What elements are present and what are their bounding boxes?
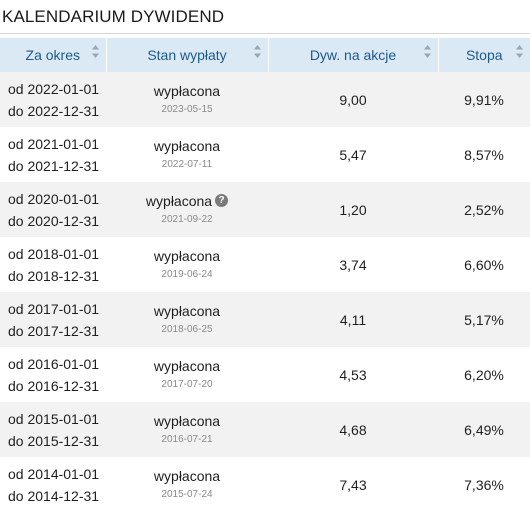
dividend-yield: 8,57% [438,127,530,182]
period-cell: od 2015-01-01 do 2015-12-31 [0,402,106,457]
column-header-status[interactable]: Stan wypłaty [106,38,269,72]
period-cell: od 2014-01-01 do 2014-12-31 [0,457,106,512]
table-row: od 2017-01-01 do 2017-12-31 wypłacona 2018… [0,292,530,347]
period-cell: od 2016-01-01 do 2016-12-31 [0,347,106,402]
payout-date: 2018-06-25 [161,324,213,335]
sort-icon[interactable] [423,43,432,61]
payout-status: wypłacona [153,83,221,99]
table-row: od 2020-01-01 do 2020-12-31 wypłacona? 202… [0,182,530,237]
dividend-per-share: 5,47 [268,127,438,182]
payout-date: 2016-07-21 [161,434,213,445]
period-to: do 2016-12-31 [8,377,100,394]
period-from: od 2020-01-01 [8,190,100,207]
payout-status: wypłacona [153,413,221,429]
payout-date: 2023-05-15 [161,104,213,115]
status-cell: wypłacona? 2021-09-22 [106,182,268,237]
column-header-label: Stan wypłaty [147,47,227,63]
payout-date: 2021-09-22 [161,214,213,225]
column-header-rate[interactable]: Stopa [438,38,530,72]
column-header-label: Za okres [25,47,80,63]
period-to: do 2021-12-31 [8,157,100,174]
period-from: od 2018-01-01 [8,245,100,262]
payout-status: wypłacona [153,248,221,264]
payout-date: 2022-07-11 [161,159,213,170]
dividend-per-share: 4,53 [268,347,438,402]
period-to: do 2020-12-31 [8,212,100,229]
status-cell: wypłacona 2016-07-21 [106,402,268,457]
payout-status: wypłacona [145,193,213,209]
title-divider [0,33,530,34]
table-header-row: Za okres Stan wypłaty Dyw. na akcje [0,38,530,72]
table-row: od 2015-01-01 do 2015-12-31 wypłacona 2016… [0,402,530,457]
period-from: od 2022-01-01 [8,80,100,97]
column-header-label: Dyw. na akcje [309,47,397,63]
dividend-per-share: 4,11 [268,292,438,347]
sort-icon[interactable] [515,43,524,61]
period-cell: od 2020-01-01 do 2020-12-31 [0,182,106,237]
status-cell: wypłacona 2018-06-25 [106,292,268,347]
table-row: od 2014-01-01 do 2014-12-31 wypłacona 2015… [0,457,530,512]
status-cell: wypłacona 2022-07-11 [106,127,268,182]
status-cell: wypłacona 2023-05-15 [106,72,268,127]
sort-icon[interactable] [253,43,262,61]
dividend-yield: 6,60% [438,237,530,292]
period-from: od 2014-01-01 [8,465,100,482]
period-to: do 2015-12-31 [8,432,100,449]
period-cell: od 2018-01-01 do 2018-12-31 [0,237,106,292]
payout-status: wypłacona [153,468,221,484]
dividend-table: Za okres Stan wypłaty Dyw. na akcje [0,38,530,512]
dividend-per-share: 3,74 [268,237,438,292]
question-circle-icon[interactable]: ? [215,194,229,207]
dividend-per-share: 7,43 [268,457,438,512]
payout-status: wypłacona [153,358,221,374]
period-to: do 2018-12-31 [8,267,100,284]
period-cell: od 2021-01-01 do 2021-12-31 [0,127,106,182]
dividend-yield: 6,20% [438,347,530,402]
period-to: do 2014-12-31 [8,487,100,504]
period-to: do 2017-12-31 [8,322,100,339]
payout-status: wypłacona [153,303,221,319]
period-from: od 2021-01-01 [8,135,100,152]
dividend-yield: 2,52% [438,182,530,237]
dividend-yield: 6,49% [438,402,530,457]
payout-date: 2017-07-20 [161,379,213,390]
status-cell: wypłacona 2015-07-24 [106,457,268,512]
payout-date: 2015-07-24 [161,489,213,500]
period-cell: od 2017-01-01 do 2017-12-31 [0,292,106,347]
dividend-yield: 7,36% [438,457,530,512]
dividend-per-share: 9,00 [268,72,438,127]
period-to: do 2022-12-31 [8,102,100,119]
column-header-dividend[interactable]: Dyw. na akcje [268,38,439,72]
period-from: od 2016-01-01 [8,355,100,372]
period-cell: od 2022-01-01 do 2022-12-31 [0,72,106,127]
sort-icon[interactable] [91,43,100,61]
table-row: od 2021-01-01 do 2021-12-31 wypłacona 2022… [0,127,530,182]
dividend-yield: 9,91% [438,72,530,127]
table-row: od 2022-01-01 do 2022-12-31 wypłacona 2023… [0,72,530,127]
status-cell: wypłacona 2017-07-20 [106,347,268,402]
column-header-period[interactable]: Za okres [0,38,107,72]
period-from: od 2017-01-01 [8,300,100,317]
dividend-yield: 5,17% [438,292,530,347]
period-from: od 2015-01-01 [8,410,100,427]
dividend-per-share: 4,68 [268,402,438,457]
status-cell: wypłacona 2019-06-24 [106,237,268,292]
payout-status: wypłacona [153,138,221,154]
column-header-label: Stopa [465,47,503,63]
table-row: od 2016-01-01 do 2016-12-31 wypłacona 2017… [0,347,530,402]
section-title: KALENDARIUM DYWIDEND [2,7,225,26]
table-row: od 2018-01-01 do 2018-12-31 wypłacona 2019… [0,237,530,292]
payout-date: 2019-06-24 [161,269,213,280]
dividend-per-share: 1,20 [268,182,438,237]
